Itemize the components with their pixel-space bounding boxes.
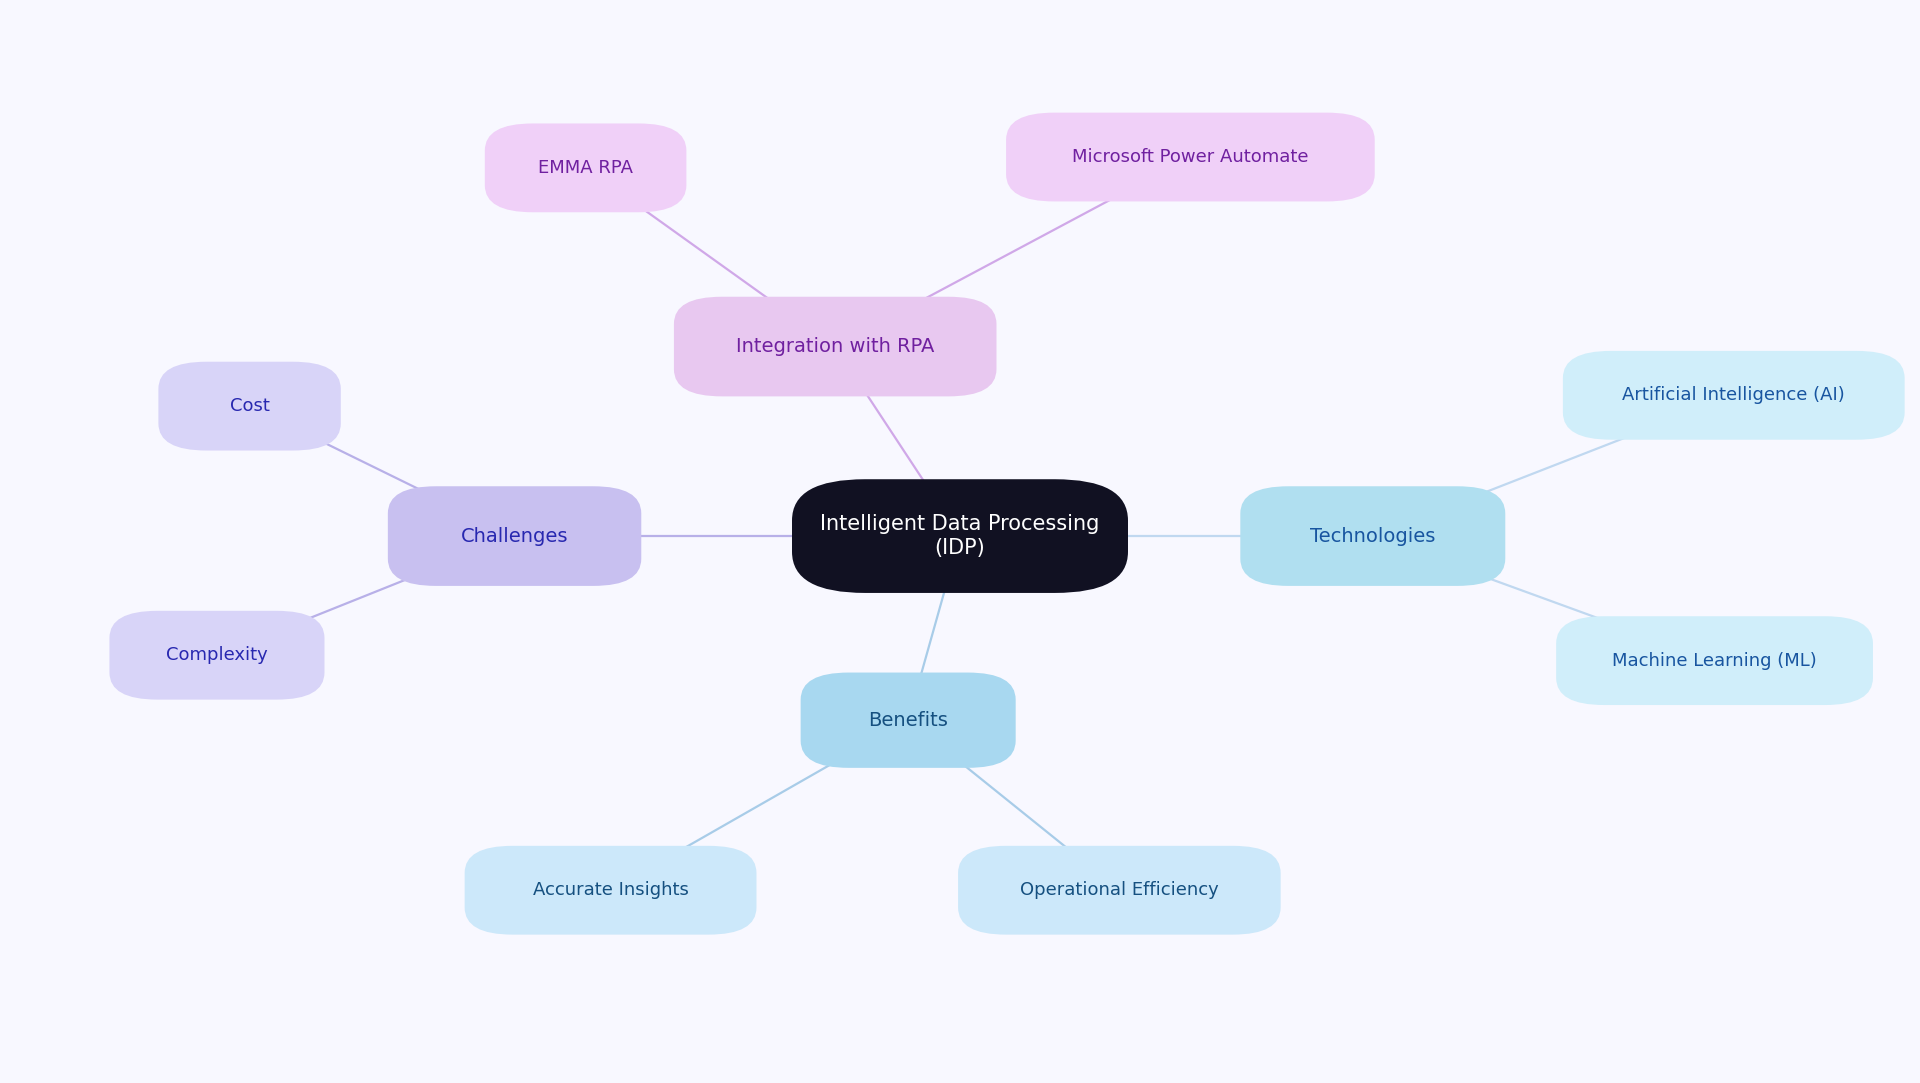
Text: Technologies: Technologies: [1309, 526, 1436, 546]
Text: Microsoft Power Automate: Microsoft Power Automate: [1071, 148, 1309, 166]
Text: Intelligent Data Processing
(IDP): Intelligent Data Processing (IDP): [820, 514, 1100, 558]
FancyBboxPatch shape: [1563, 351, 1905, 440]
Text: Cost: Cost: [230, 397, 269, 415]
FancyBboxPatch shape: [109, 611, 324, 700]
FancyBboxPatch shape: [484, 123, 687, 212]
Text: Benefits: Benefits: [868, 710, 948, 730]
FancyBboxPatch shape: [157, 362, 340, 451]
Text: Operational Efficiency: Operational Efficiency: [1020, 882, 1219, 899]
Text: Complexity: Complexity: [167, 647, 267, 664]
FancyBboxPatch shape: [388, 486, 641, 586]
FancyBboxPatch shape: [674, 297, 996, 396]
Text: Challenges: Challenges: [461, 526, 568, 546]
Text: EMMA RPA: EMMA RPA: [538, 159, 634, 177]
FancyBboxPatch shape: [1555, 616, 1874, 705]
Text: Accurate Insights: Accurate Insights: [532, 882, 689, 899]
FancyBboxPatch shape: [801, 673, 1016, 768]
FancyBboxPatch shape: [1240, 486, 1505, 586]
FancyBboxPatch shape: [958, 846, 1281, 935]
FancyBboxPatch shape: [791, 479, 1127, 593]
Text: Integration with RPA: Integration with RPA: [735, 337, 935, 356]
Text: Artificial Intelligence (AI): Artificial Intelligence (AI): [1622, 387, 1845, 404]
FancyBboxPatch shape: [465, 846, 756, 935]
FancyBboxPatch shape: [1006, 113, 1375, 201]
Text: Machine Learning (ML): Machine Learning (ML): [1613, 652, 1816, 669]
